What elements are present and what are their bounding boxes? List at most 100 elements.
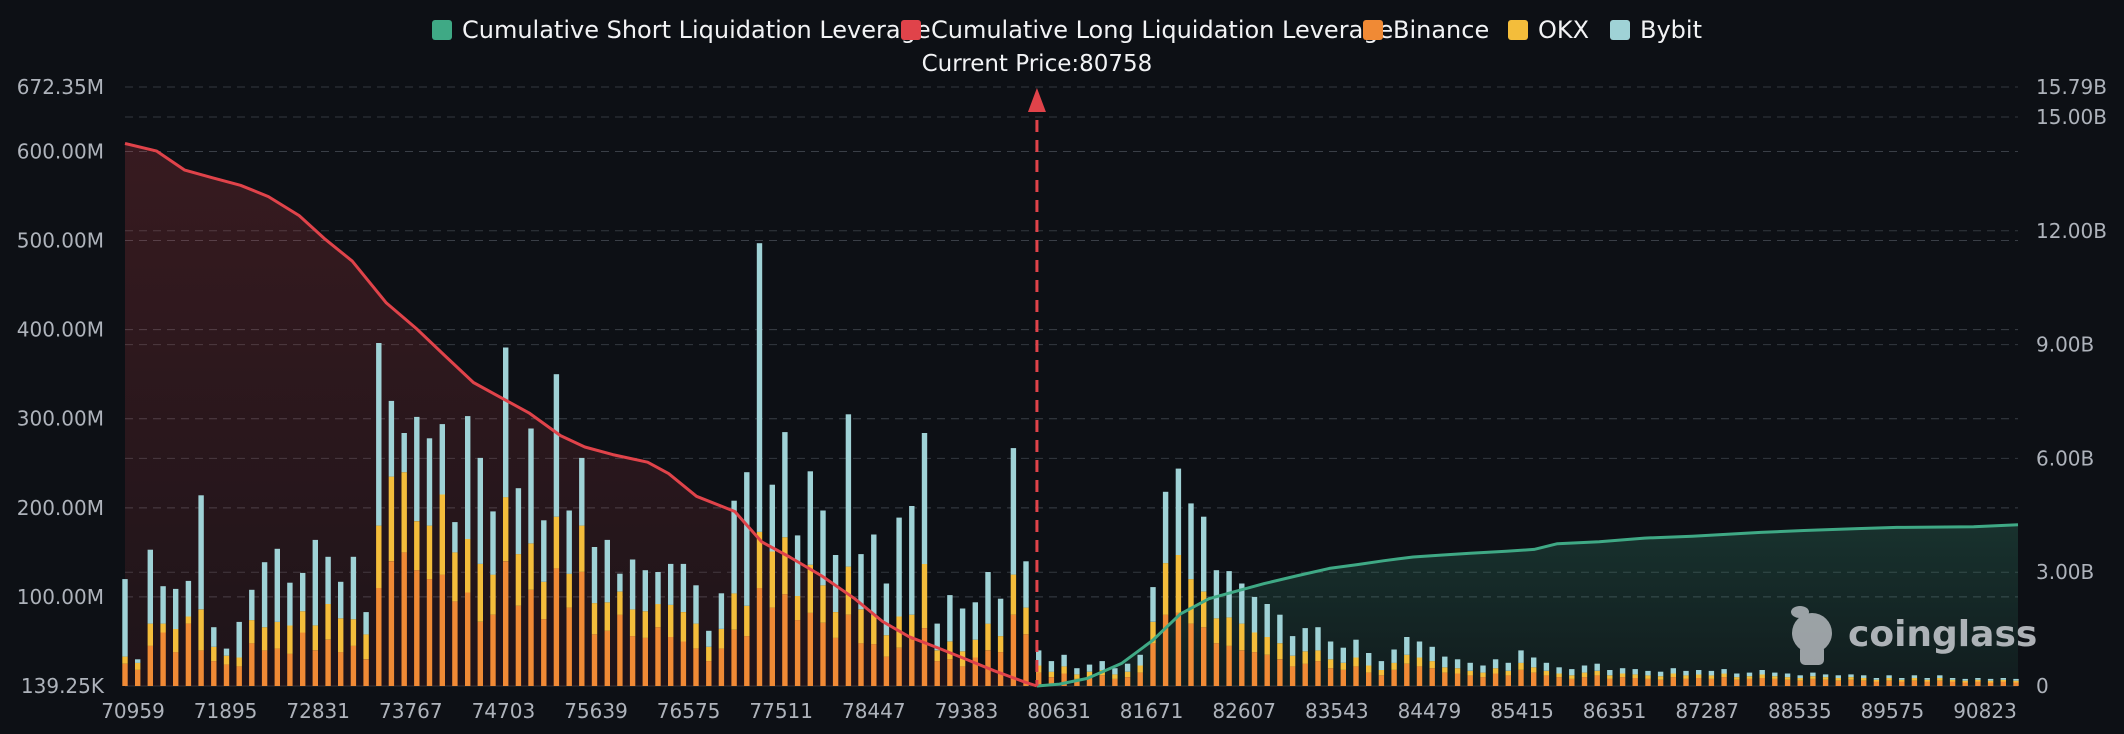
bar-bybit — [997, 598, 1004, 637]
bar-bybit — [1315, 627, 1321, 651]
bar-okx — [642, 611, 648, 638]
bar-okx — [1137, 665, 1143, 673]
current-price-label: Current Price:80758 — [922, 51, 1153, 77]
y-left-tick: 672.35M — [17, 75, 104, 99]
bar-binance — [921, 628, 928, 686]
bar-okx — [718, 629, 725, 649]
bar-okx — [1391, 662, 1397, 670]
bar-okx — [528, 543, 534, 590]
cumulative-areas — [125, 143, 2018, 686]
bar-bybit — [1911, 675, 1918, 678]
bar-binance — [1378, 675, 1385, 686]
bar-okx — [1721, 673, 1727, 678]
coinglass-watermark: coinglass — [1791, 606, 2037, 665]
bar-bybit — [1340, 647, 1346, 663]
bar-binance — [1607, 678, 1613, 686]
bar-bybit — [414, 416, 420, 522]
bar-bybit — [465, 416, 471, 539]
bar-bybit — [211, 627, 217, 647]
bar-okx — [160, 623, 166, 633]
bar-okx — [1353, 657, 1359, 667]
bar-bybit — [1594, 663, 1600, 671]
legend-item[interactable]: Bybit — [1610, 16, 1702, 44]
bar-binance — [1594, 675, 1600, 686]
bar-binance — [1391, 670, 1397, 686]
bar-okx — [934, 650, 940, 662]
cumulative-lines — [124, 142, 2019, 688]
bar-binance — [1264, 654, 1270, 686]
bar-binance — [465, 592, 471, 686]
bar-bybit — [1949, 678, 1956, 680]
x-tick: 76575 — [657, 699, 721, 723]
bar-binance — [693, 648, 699, 686]
bar-binance — [1492, 673, 1499, 686]
bar-binance — [591, 634, 598, 686]
bar-binance — [1899, 681, 1905, 686]
bar-binance — [1911, 680, 1918, 686]
bar-bybit — [1074, 668, 1080, 675]
bar-bybit — [1289, 636, 1296, 656]
bar-bybit — [553, 374, 560, 517]
bar-binance — [655, 627, 661, 686]
legend-swatch — [1610, 20, 1630, 40]
bar-okx — [1746, 676, 1753, 679]
bar-bybit — [350, 556, 357, 620]
bar-binance — [1315, 661, 1321, 686]
bar-bybit — [706, 630, 712, 647]
bar-okx — [1213, 618, 1220, 644]
bar-binance — [744, 636, 750, 686]
bar-okx — [1404, 654, 1410, 664]
legend-label: OKX — [1538, 16, 1589, 44]
bar-bybit — [1746, 672, 1753, 677]
bar-bybit — [160, 586, 166, 624]
bar-bybit — [1708, 670, 1715, 676]
bar-binance — [858, 643, 864, 686]
bar-okx — [1162, 563, 1169, 615]
bar-binance — [718, 648, 725, 686]
bar-okx — [629, 609, 636, 637]
bar-binance — [1670, 677, 1676, 686]
bar-okx — [1289, 655, 1296, 667]
bar-okx — [261, 627, 268, 651]
bar-bybit — [528, 428, 534, 544]
legend[interactable]: Cumulative Short Liquidation Leverage Cum… — [432, 16, 1702, 44]
bar-bybit — [756, 243, 763, 532]
bar-okx — [1822, 677, 1829, 680]
legend-label: Binance — [1393, 16, 1489, 44]
bar-okx — [1797, 678, 1803, 681]
bar-binance — [477, 621, 483, 686]
bar-bybit — [591, 547, 598, 604]
legend-item[interactable]: OKX — [1508, 16, 1589, 44]
legend-label: Cumulative Long Liquidation Leverage — [931, 16, 1393, 44]
bar-binance — [1784, 679, 1791, 686]
bar-bybit — [300, 572, 306, 612]
legend-item[interactable]: Binance — [1363, 16, 1489, 44]
bar-bybit — [1899, 678, 1905, 680]
bar-binance — [1480, 677, 1486, 686]
bar-okx — [541, 581, 547, 620]
bar-binance — [731, 629, 737, 686]
legend-item[interactable]: Cumulative Short Liquidation Leverage — [432, 16, 931, 44]
y-left-tick: 200.00M — [17, 496, 104, 520]
bar-okx — [794, 596, 801, 621]
bar-okx — [1277, 643, 1283, 660]
x-tick: 89575 — [1861, 699, 1925, 723]
bar-bybit — [1467, 662, 1473, 671]
bar-bybit — [1150, 587, 1156, 622]
bar-okx — [1124, 671, 1131, 677]
bar-binance — [388, 561, 395, 686]
bar-okx — [1886, 678, 1892, 681]
bar-okx — [1632, 674, 1638, 678]
bar-okx — [756, 531, 763, 588]
bar-bybit — [1657, 671, 1664, 677]
bar-binance — [579, 572, 585, 686]
bar-okx — [1759, 674, 1765, 678]
bar-bybit — [541, 520, 547, 582]
bar-bybit — [515, 488, 522, 555]
legend-item[interactable]: Cumulative Long Liquidation Leverage — [901, 16, 1393, 44]
short-leverage-line — [1036, 523, 2019, 688]
bar-okx — [249, 620, 255, 644]
bar-okx — [769, 551, 775, 608]
bar-binance — [871, 644, 877, 686]
bar-okx — [515, 554, 522, 606]
